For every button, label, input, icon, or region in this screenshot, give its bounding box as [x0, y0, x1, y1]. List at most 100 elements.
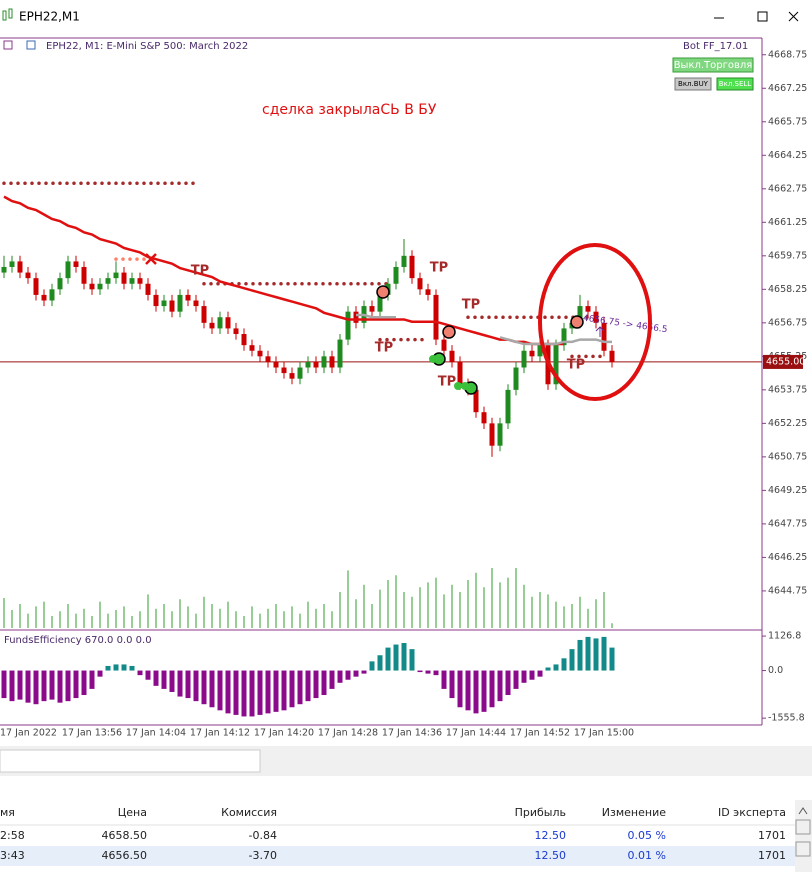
indicator-bar [321, 670, 327, 696]
candle-body [417, 278, 423, 290]
candle-body [57, 278, 63, 290]
indicator-bar [449, 670, 455, 699]
indicator-bar [369, 661, 375, 671]
indicator-bar [193, 670, 199, 702]
indicator-bar [545, 667, 551, 671]
current-price-label: 4655.00 [766, 356, 805, 367]
indicator-bar [177, 670, 183, 697]
candle-body [353, 311, 359, 323]
candle-body [217, 317, 223, 329]
close-button[interactable] [788, 11, 799, 22]
indicator-bar [425, 670, 431, 674]
table-cell: 12.50 [535, 849, 567, 862]
candle-body [345, 311, 351, 340]
x-tick-label: 17 Jan 2022 [0, 728, 57, 739]
button-label[interactable]: Выкл.Торговля [674, 60, 753, 71]
x-tick-label: 17 Jan 14:28 [318, 728, 378, 739]
indicator-bar [401, 643, 407, 671]
candle-body [521, 350, 527, 368]
ma-line [3, 195, 564, 346]
candle-body [97, 283, 103, 290]
app-icon [2, 8, 13, 21]
candle-body [201, 306, 207, 323]
scroll-area[interactable] [0, 749, 261, 773]
indicator-bar [113, 664, 119, 671]
indicator-bar [417, 670, 423, 673]
trail-line [356, 313, 396, 319]
candle-body [337, 339, 343, 368]
candle-body [185, 294, 191, 301]
candle-body [433, 294, 439, 340]
checkbox[interactable] [795, 841, 811, 857]
x-tick-label: 17 Jan 14:44 [446, 728, 506, 739]
indicator-bar [441, 670, 447, 689]
indicator-bar [337, 670, 343, 683]
candle-body [553, 345, 559, 385]
candle-body [513, 367, 519, 390]
indicator-title: FundsEfficiency 670.0 0.0 0.0 [4, 635, 152, 646]
buy-button[interactable] [674, 77, 712, 91]
candle-body [265, 356, 271, 362]
indicator-bar [553, 664, 559, 671]
button-label[interactable]: Вкл.SELL [719, 80, 751, 88]
indicator-bar [225, 670, 231, 714]
indicator-bar [89, 670, 95, 689]
y-tick-label: 4653.75 [768, 384, 807, 395]
indicator-bar [185, 670, 191, 699]
indicator-bar [361, 670, 367, 674]
candle-body [113, 272, 119, 279]
candle-body [161, 300, 167, 307]
highlight-circle [538, 243, 652, 401]
candle-body [273, 361, 279, 368]
table-cell: -3.70 [249, 849, 277, 862]
indicator-bar [265, 670, 271, 714]
x-tick-label: 17 Jan 14:52 [510, 728, 570, 739]
indicator-bar [65, 670, 71, 702]
candle-body [601, 322, 607, 351]
indicator-bar [577, 639, 583, 671]
indicator-bar [281, 670, 287, 711]
button-label[interactable]: Вкл.BUY [678, 80, 709, 88]
indicator-bar [25, 670, 31, 703]
indicator-bar [497, 670, 503, 702]
current-price-tag [763, 354, 803, 369]
table-cell: -0.84 [249, 829, 277, 842]
candle-body [449, 350, 455, 362]
candle-body [209, 322, 215, 329]
candle-body [153, 294, 159, 307]
y-tick-label: 4668.75 [768, 49, 807, 60]
window-title: EPH22,M1 [19, 10, 80, 24]
candle-body [289, 373, 295, 379]
candle-body [473, 389, 479, 413]
candle-body [233, 328, 239, 334]
sell-button[interactable] [716, 77, 754, 91]
candle-body [481, 412, 487, 424]
indicator-bar [145, 670, 151, 680]
indicator-bar [249, 670, 255, 717]
scroll-up[interactable] [798, 807, 808, 815]
y-tick-label: -1555.8 [768, 713, 805, 724]
x-tick-label: 17 Jan 14:36 [382, 728, 442, 739]
candle-body [81, 266, 87, 284]
candle-body [105, 278, 111, 284]
candle-body [33, 278, 39, 295]
table-cell: 4656.50 [102, 849, 148, 862]
candle-body [321, 356, 327, 368]
indicator-bar [353, 670, 359, 677]
scrollbar[interactable] [795, 800, 812, 872]
indicator-bar [377, 655, 383, 671]
toggle-trading-button[interactable] [672, 57, 754, 73]
table-cell: 0.01 % [628, 849, 666, 862]
y-tick-label: 4649.25 [768, 485, 807, 496]
indicator-bar [297, 670, 303, 705]
maximize-button[interactable] [757, 11, 768, 22]
indicator-bar [33, 670, 39, 705]
checkbox[interactable] [795, 819, 811, 835]
candle-body [585, 306, 591, 312]
chart-area [0, 36, 812, 746]
indicator-bar [129, 665, 135, 671]
table-cell: 12.50 [535, 829, 567, 842]
indicator-bar [305, 670, 311, 702]
indicator-bar [457, 670, 463, 708]
